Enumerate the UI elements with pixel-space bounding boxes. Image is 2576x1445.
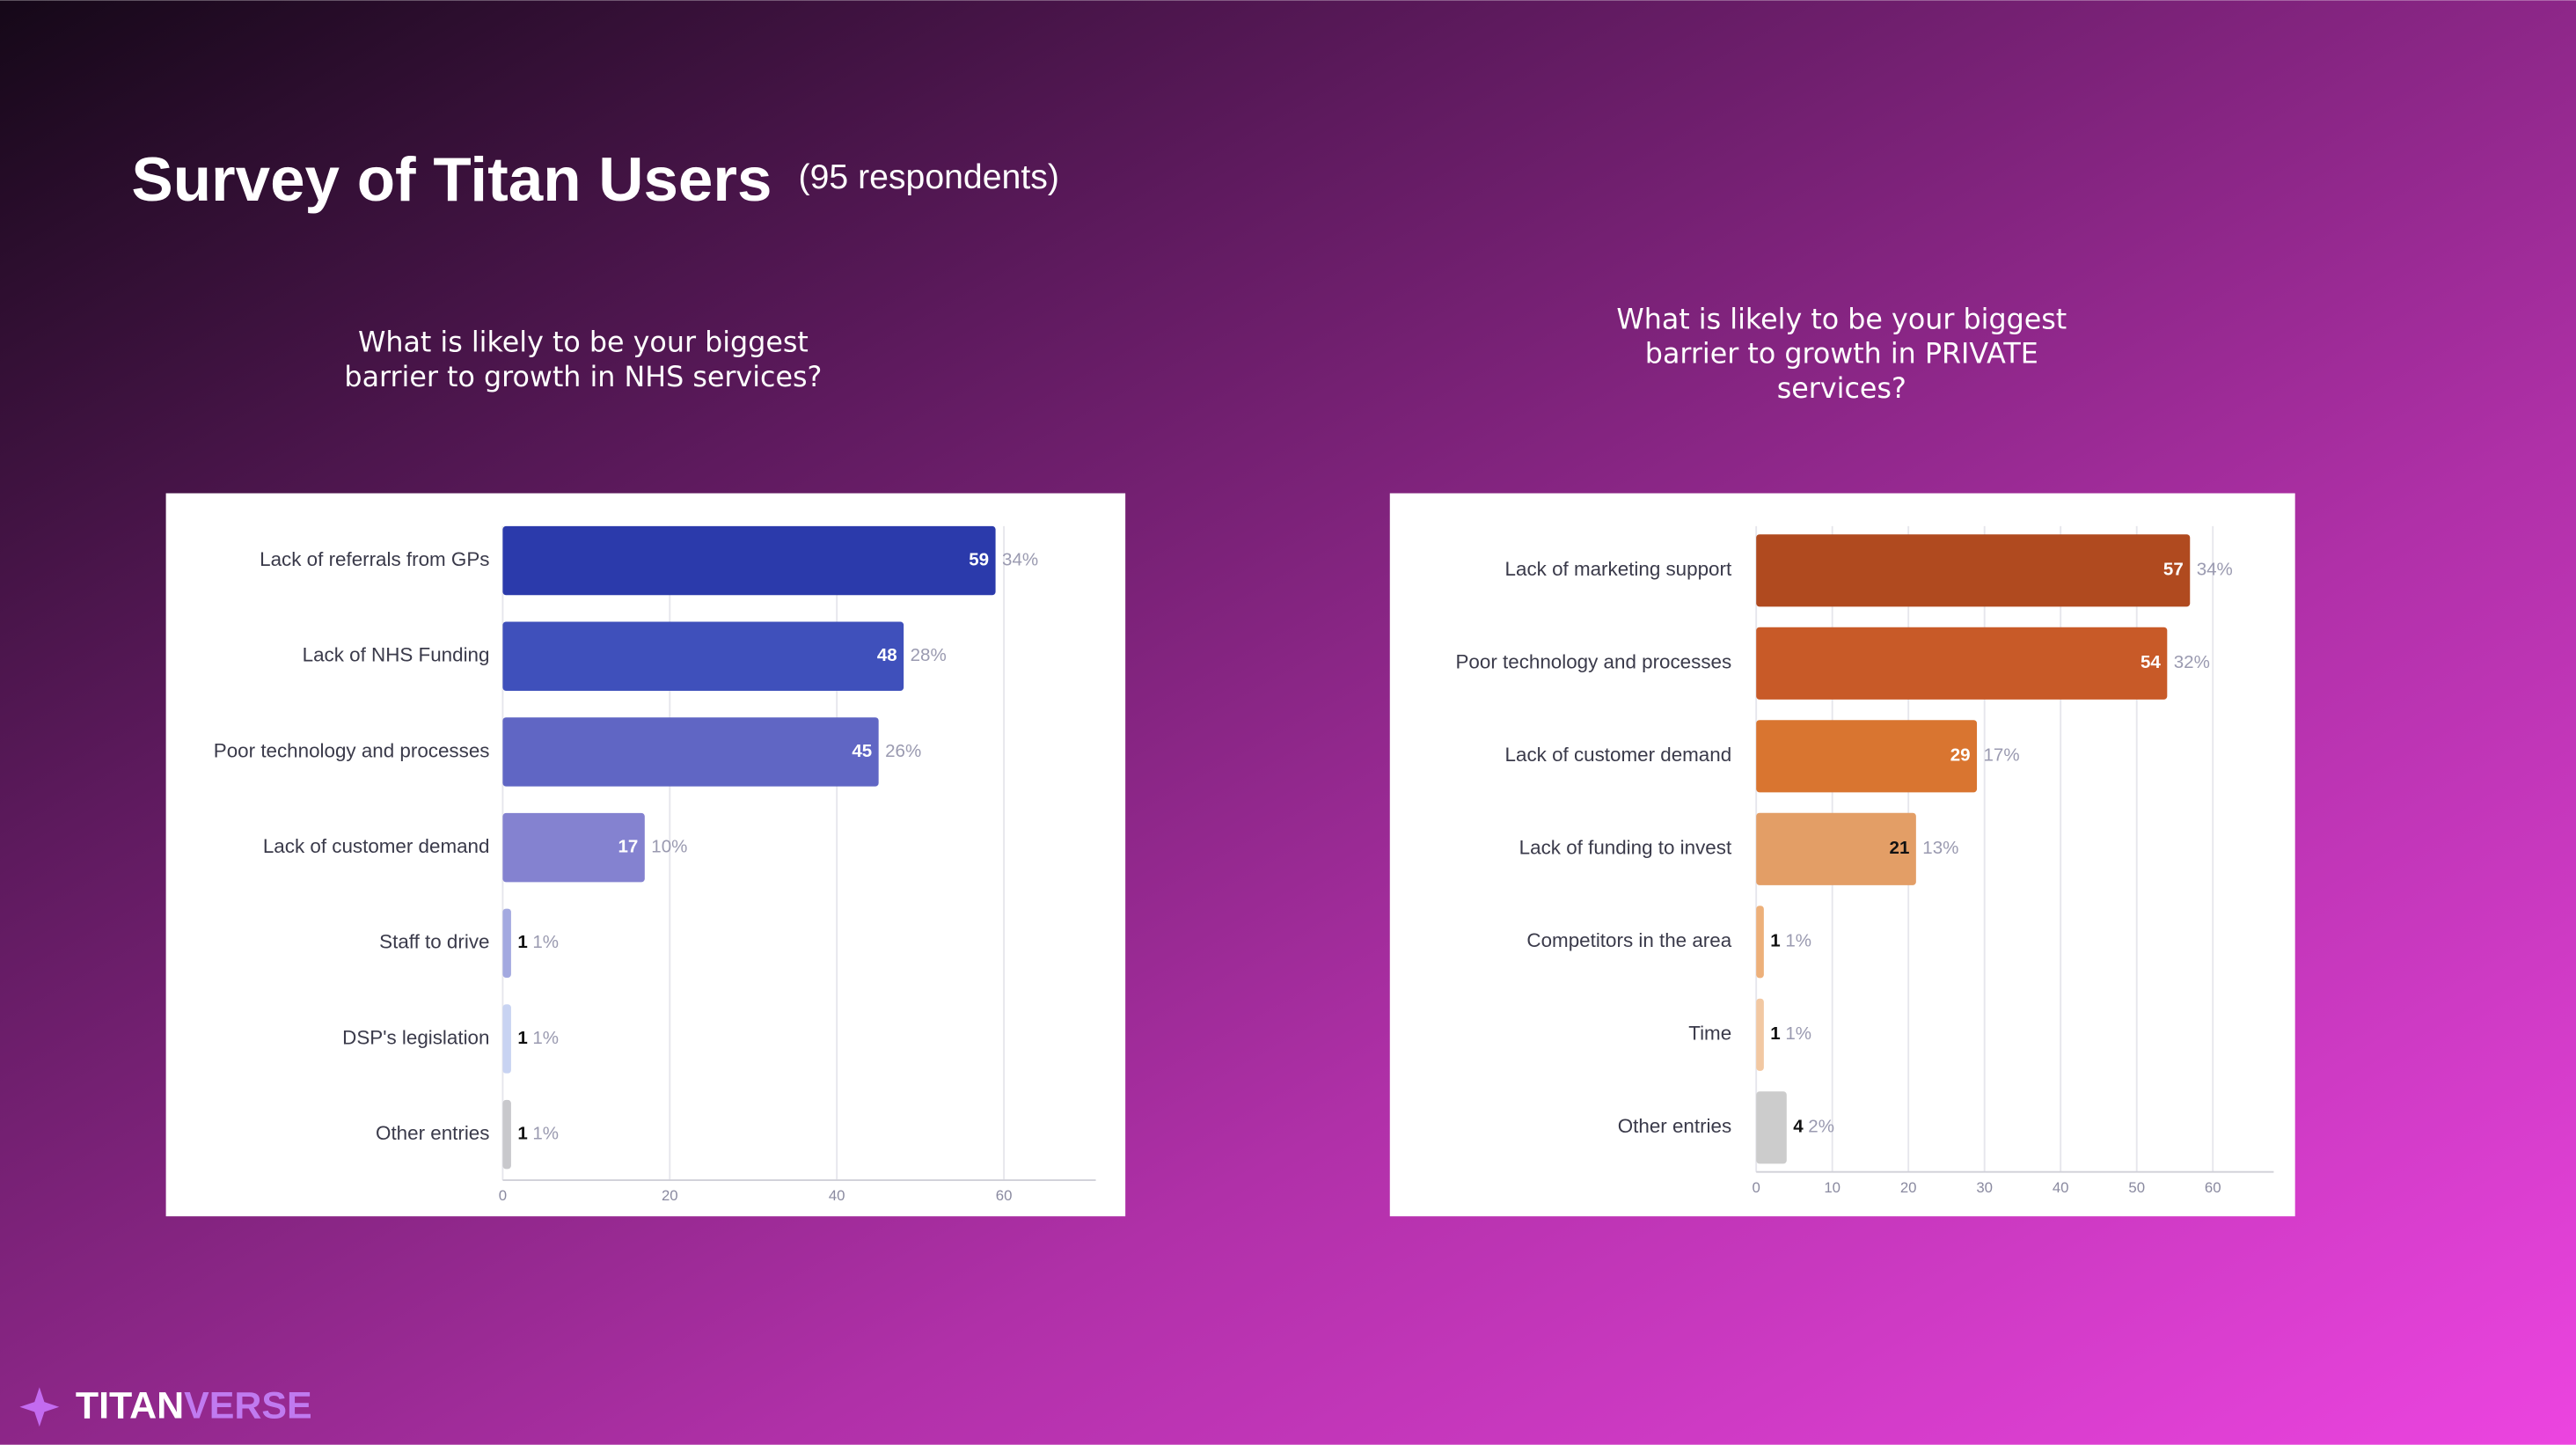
bar <box>502 908 511 978</box>
category-label: Lack of marketing support <box>1505 558 1732 580</box>
value-label: 1 <box>1770 931 1780 951</box>
brand-part: TITAN <box>76 1385 184 1427</box>
value-label: 57 <box>2163 560 2184 580</box>
value-label: 1 <box>517 932 527 952</box>
value-label: 59 <box>969 549 989 569</box>
bar <box>502 717 879 787</box>
x-tick-label: 40 <box>2053 1179 2069 1196</box>
chart-panel <box>165 493 1126 1217</box>
chart-question: What is likely to be your biggest <box>1616 304 2067 335</box>
category-label: Poor technology and processes <box>214 739 490 761</box>
share-label: 2% <box>1808 1117 1834 1137</box>
share-label: 10% <box>651 837 687 857</box>
x-tick-label: 0 <box>1753 1179 1760 1196</box>
share-label: 26% <box>885 741 921 761</box>
share-label: 1% <box>532 932 559 952</box>
share-label: 1% <box>1785 1023 1811 1044</box>
bar <box>502 1004 511 1074</box>
category-label: Competitors in the area <box>1526 929 1731 951</box>
logo-icon <box>19 1387 60 1427</box>
bar <box>502 621 904 691</box>
share-label: 17% <box>1984 745 2020 766</box>
chart-question: What is likely to be your biggest <box>358 327 809 359</box>
bar <box>1756 534 2191 607</box>
share-label: 1% <box>532 1124 559 1144</box>
value-label: 21 <box>1890 838 1910 858</box>
brand: TITANVERSE <box>76 1385 312 1427</box>
bar <box>502 525 996 596</box>
bar <box>1756 906 1764 979</box>
bar <box>1756 627 2168 700</box>
value-label: 1 <box>1770 1023 1780 1044</box>
bar <box>1756 812 1916 885</box>
value-label: 17 <box>618 837 639 857</box>
category-label: Staff to drive <box>379 931 489 953</box>
share-label: 1% <box>532 1028 559 1048</box>
category-label: Lack of customer demand <box>263 835 490 857</box>
x-tick-label: 40 <box>829 1187 845 1204</box>
value-label: 4 <box>1793 1117 1804 1137</box>
category-label: Poor technology and processes <box>1456 651 1732 673</box>
x-tick-label: 60 <box>996 1187 1013 1204</box>
value-label: 45 <box>852 741 872 761</box>
category-label: Other entries <box>376 1122 489 1144</box>
category-label: Other entries <box>1618 1115 1731 1137</box>
chart-question: services? <box>1777 373 1906 405</box>
category-label: Lack of funding to invest <box>1519 837 1732 859</box>
x-tick-label: 20 <box>1900 1179 1917 1196</box>
bar <box>1756 720 1978 793</box>
bar <box>1756 1091 1787 1164</box>
value-label: 29 <box>1950 745 1971 766</box>
share-label: 28% <box>911 645 947 665</box>
share-label: 13% <box>1922 838 1958 858</box>
share-label: 32% <box>2174 652 2210 672</box>
bar <box>502 812 645 883</box>
share-label: 34% <box>2197 560 2233 580</box>
value-label: 48 <box>877 645 897 665</box>
category-label: DSP's legislation <box>342 1026 489 1048</box>
bar <box>502 1099 511 1170</box>
share-label: 34% <box>1002 549 1038 569</box>
slide-subtitle: (95 respondents) <box>799 158 1059 196</box>
x-tick-label: 10 <box>1824 1179 1841 1196</box>
x-tick-label: 50 <box>2128 1179 2145 1196</box>
x-tick-label: 0 <box>499 1187 507 1204</box>
brand-part: VERSE <box>184 1385 312 1427</box>
category-label: Lack of NHS Funding <box>303 644 490 666</box>
chart-question: barrier to growth in NHS services? <box>344 362 822 393</box>
category-label: Lack of referrals from GPs <box>260 548 489 570</box>
value-label: 1 <box>517 1124 527 1144</box>
x-tick-label: 60 <box>2205 1179 2221 1196</box>
category-label: Lack of customer demand <box>1505 744 1732 766</box>
slide-title: Survey of Titan Users <box>131 145 772 215</box>
value-label: 1 <box>517 1028 527 1048</box>
bar <box>1756 998 1764 1071</box>
category-label: Time <box>1688 1023 1731 1045</box>
value-label: 54 <box>2141 652 2161 672</box>
x-tick-label: 30 <box>1976 1179 1993 1196</box>
chart-question: barrier to growth in PRIVATE <box>1645 339 2038 370</box>
share-label: 1% <box>1785 931 1811 951</box>
x-tick-label: 20 <box>662 1187 678 1204</box>
